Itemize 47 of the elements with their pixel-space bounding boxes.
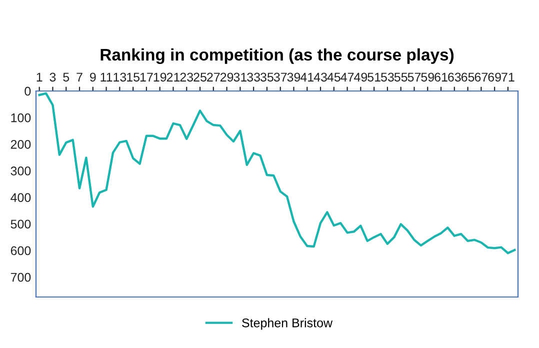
x-tick-label: 65 xyxy=(461,72,474,82)
y-tick-label: 700 xyxy=(10,272,31,282)
x-tick-label: 43 xyxy=(314,72,327,82)
x-tick-label: 27 xyxy=(207,72,220,82)
x-tick-label: 3 xyxy=(50,72,56,82)
x-tick-label: 9 xyxy=(90,72,96,82)
x-tick-label: 1 xyxy=(36,72,42,82)
x-tick-label: 69 xyxy=(488,72,501,82)
x-tick-label: 45 xyxy=(327,72,340,82)
y-tick-label: 200 xyxy=(10,140,31,149)
x-tick-label: 41 xyxy=(300,72,314,82)
x-tick-label: 51 xyxy=(368,72,380,82)
x-tick-label: 13 xyxy=(114,72,126,82)
y-tick-label: 600 xyxy=(10,246,31,256)
x-tick-label: 33 xyxy=(247,72,260,82)
x-tick-label: 59 xyxy=(421,72,434,82)
x-tick-label: 35 xyxy=(260,72,274,82)
x-tick-label: 15 xyxy=(127,72,140,82)
legend-label: Stephen Bristow xyxy=(242,318,333,330)
x-tick-label: 39 xyxy=(287,72,300,82)
x-tick-label: 47 xyxy=(340,72,354,82)
y-tick-label: 300 xyxy=(10,166,31,176)
x-tick-label: 57 xyxy=(408,72,421,82)
x-tick-label: 67 xyxy=(474,72,488,82)
x-tick-label: 31 xyxy=(234,72,247,82)
x-tick-label: 49 xyxy=(354,72,368,82)
x-tick-label: 11 xyxy=(100,72,112,82)
x-tick-label: 63 xyxy=(448,72,461,82)
x-tick-label: 7 xyxy=(76,72,82,82)
line-series xyxy=(38,92,516,254)
x-tick-label: 55 xyxy=(394,72,408,82)
x-tick-label: 37 xyxy=(274,72,287,82)
chart-title: Ranking in competition (as the course plays) xyxy=(100,48,454,64)
x-tick-label: 5 xyxy=(63,72,70,82)
x-tick-label: 61 xyxy=(434,72,448,82)
x-tick-label: 29 xyxy=(220,72,234,82)
x-tick-label: 17 xyxy=(140,72,153,82)
x-tick-label: 53 xyxy=(381,72,394,82)
x-tick-label: 25 xyxy=(194,72,206,82)
y-tick-label: 400 xyxy=(10,193,31,202)
y-tick-label: 100 xyxy=(11,113,31,122)
x-tick-label: 21 xyxy=(166,72,180,82)
x-tick-label: 19 xyxy=(154,72,166,82)
y-tick-label: 0 xyxy=(24,86,31,96)
x-tick-label: 23 xyxy=(180,72,194,82)
x-tick-label: 71 xyxy=(502,72,514,82)
y-tick-label: 500 xyxy=(10,220,31,229)
